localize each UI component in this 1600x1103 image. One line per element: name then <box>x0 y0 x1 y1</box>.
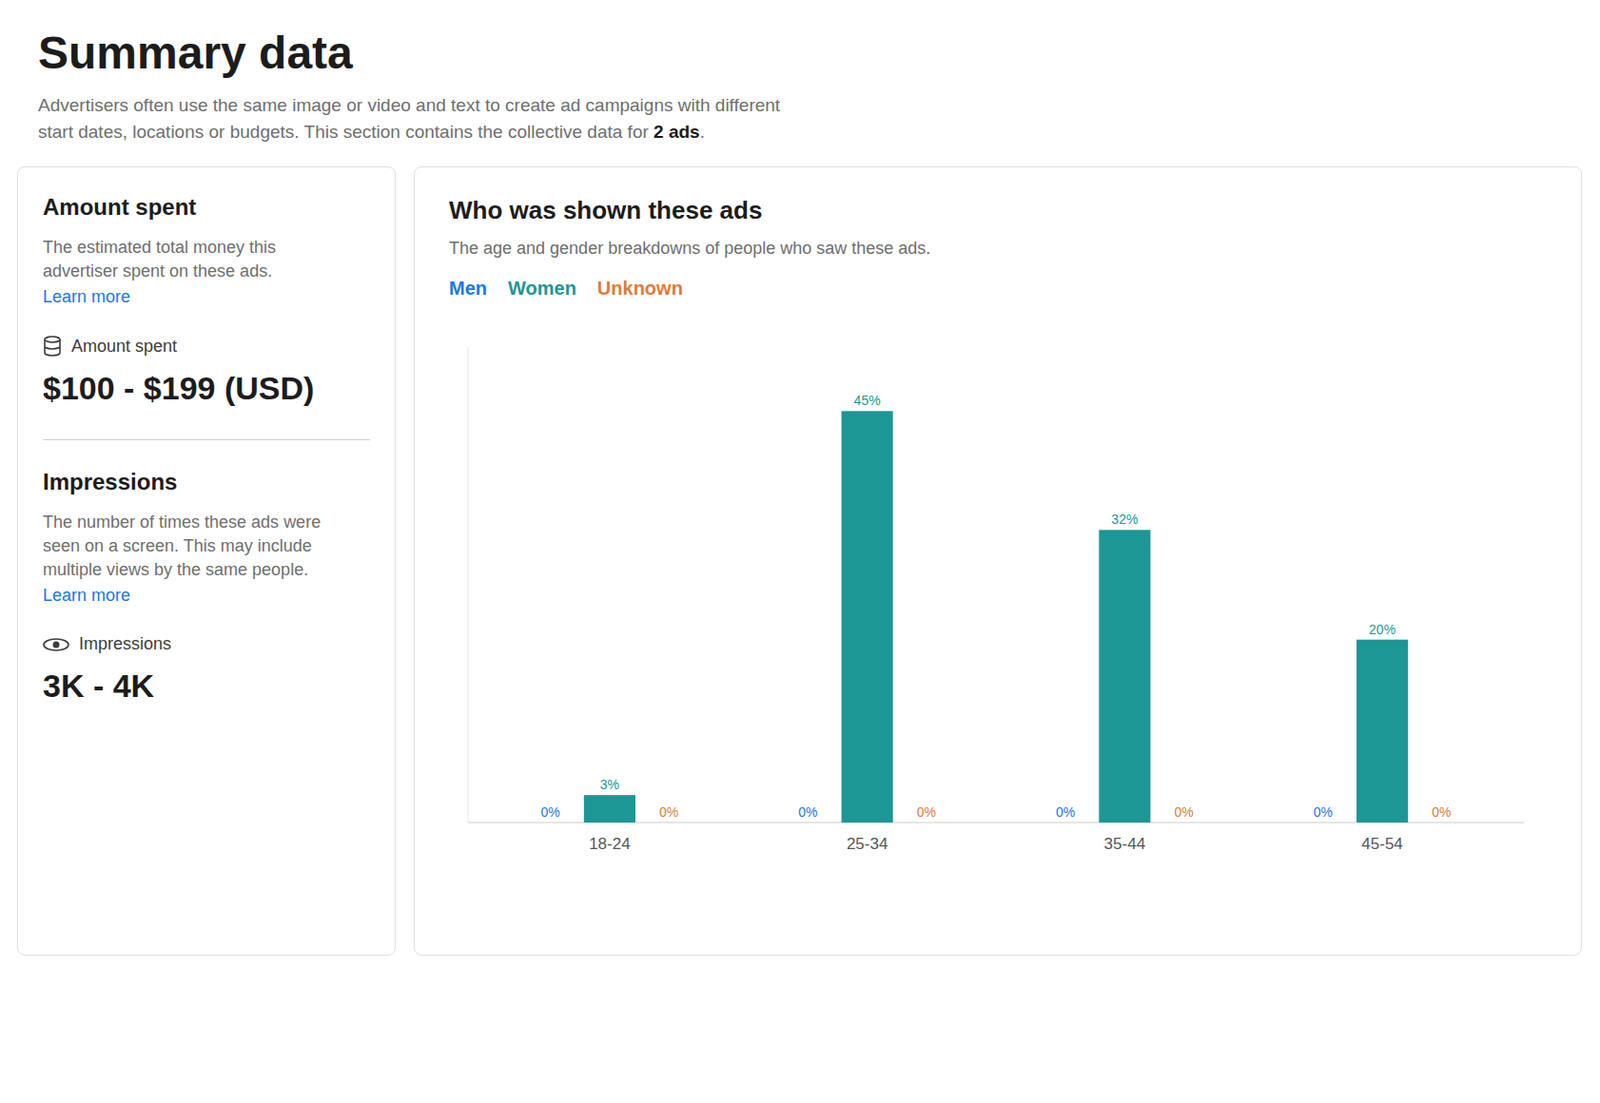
intro-text: start dates, locations or budgets. This … <box>38 121 654 142</box>
bar <box>781 822 834 824</box>
bars <box>584 410 1408 823</box>
data-label: 45% <box>854 392 881 409</box>
intro-line: start dates, locations or budgets. This … <box>38 121 705 143</box>
bar <box>525 822 577 824</box>
data-label: 0% <box>917 804 937 820</box>
metric-value: 3K - 4K <box>42 667 371 705</box>
data-label: 0% <box>1431 804 1451 820</box>
description: advertiser spent on these ads. <box>42 259 371 284</box>
x-tick-label: 35-44 <box>1104 835 1146 854</box>
description: The number of times these ads were <box>42 510 371 535</box>
eye-icon <box>42 637 70 653</box>
chart-card: Who was shown these ads The age and gende… <box>413 166 1582 957</box>
intro-bold: 2 ads <box>653 121 701 142</box>
icon-part <box>43 639 69 651</box>
data-label: 0% <box>1055 804 1075 820</box>
bar <box>584 795 636 823</box>
data-label: 0% <box>659 804 679 820</box>
data-label: 20% <box>1368 622 1396 638</box>
metric-label-row: Amount spent <box>42 335 371 357</box>
legend-entry: Women <box>507 277 577 300</box>
section-title: Amount spent <box>42 194 371 221</box>
chart-subtitle: The age and gender breakdowns of people … <box>448 238 1547 259</box>
y-axis <box>468 347 469 823</box>
data-labels: 0% 0% 0% 0% 3% 45% 32% 20% 0% 0% 0% 0% <box>541 392 1452 820</box>
metric-label-row: Impressions <box>42 634 371 655</box>
database-icon <box>42 335 62 357</box>
metric-value: $100 - $199 (USD) <box>42 370 371 408</box>
section-title: Impressions <box>42 468 371 496</box>
icon-part <box>44 339 60 356</box>
bar <box>1356 640 1408 823</box>
icon-part <box>53 641 60 648</box>
data-label: 32% <box>1111 511 1138 527</box>
icon-part <box>44 336 60 343</box>
metric-label: Amount spent <box>71 336 177 357</box>
data-label: 0% <box>798 804 818 820</box>
x-tick-label: 25-34 <box>846 835 888 854</box>
description: The estimated total money this <box>42 235 371 260</box>
data-label: 3% <box>600 777 620 793</box>
data-label: 0% <box>541 804 561 820</box>
learn-more-link[interactable]: Learn more <box>42 287 131 308</box>
chart-title: Who was shown these ads <box>448 195 1547 226</box>
bar <box>1297 822 1349 824</box>
learn-more-link[interactable]: Learn more <box>42 585 131 606</box>
bar <box>1158 822 1210 824</box>
description: multiple views by the same people. <box>42 558 371 583</box>
legend: Men Women Unknown <box>448 277 1547 300</box>
bar <box>1415 822 1467 824</box>
bar <box>643 822 695 824</box>
data-label: 0% <box>1174 804 1194 820</box>
bar <box>841 410 894 823</box>
x-tick-label: 45-54 <box>1361 835 1403 854</box>
data-label: 0% <box>1313 804 1333 820</box>
page-title: Summary data <box>38 26 353 79</box>
intro-line: Advertisers often use the same image or … <box>38 95 781 117</box>
bar <box>900 822 953 824</box>
legend-entry: Unknown <box>597 277 683 300</box>
divider <box>42 439 371 441</box>
bar-chart: 0% 0% 0% 0% 3% 45% 32% 20% 0% 0% 0% 0% 18-24 25-34 35-… <box>448 318 1543 871</box>
intro-text: . <box>700 121 705 142</box>
legend-entry: Men <box>448 277 488 300</box>
description: seen on a screen. This may include <box>42 534 371 559</box>
metric-label: Impressions <box>78 634 172 655</box>
bar <box>1039 822 1092 824</box>
summary-card: Amount spent The estimated total money th… <box>17 166 396 957</box>
x-tick-label: 18-24 <box>588 835 630 854</box>
bar <box>1098 529 1151 823</box>
